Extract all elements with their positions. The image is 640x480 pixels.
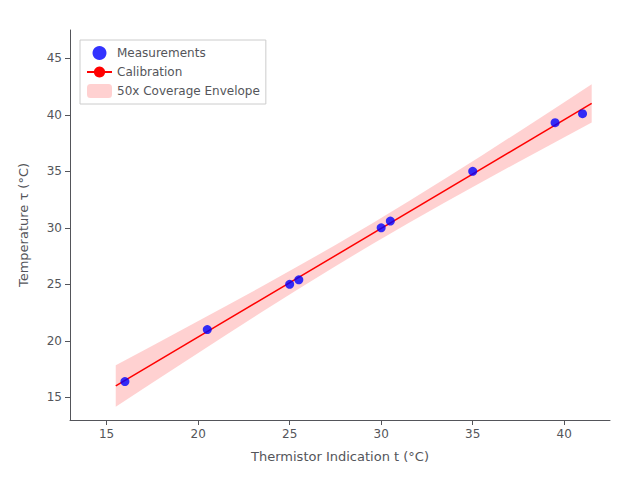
svg-text:15: 15 [47, 390, 62, 404]
svg-text:50x Coverage Envelope: 50x Coverage Envelope [117, 84, 260, 98]
svg-text:Measurements: Measurements [117, 46, 206, 60]
svg-text:Calibration: Calibration [117, 65, 182, 79]
svg-text:35: 35 [465, 427, 480, 441]
svg-text:35: 35 [47, 164, 62, 178]
svg-text:20: 20 [190, 427, 205, 441]
svg-text:40: 40 [557, 427, 572, 441]
svg-text:30: 30 [47, 221, 62, 235]
svg-text:25: 25 [282, 427, 297, 441]
svg-text:Temperature τ (°C): Temperature τ (°C) [16, 163, 31, 288]
svg-text:25: 25 [47, 277, 62, 291]
svg-text:40: 40 [47, 108, 62, 122]
svg-text:20: 20 [47, 334, 62, 348]
svg-text:Thermistor Indication t (°C): Thermistor Indication t (°C) [250, 449, 429, 464]
svg-text:30: 30 [374, 427, 389, 441]
svg-text:15: 15 [99, 427, 114, 441]
svg-text:45: 45 [47, 51, 62, 65]
